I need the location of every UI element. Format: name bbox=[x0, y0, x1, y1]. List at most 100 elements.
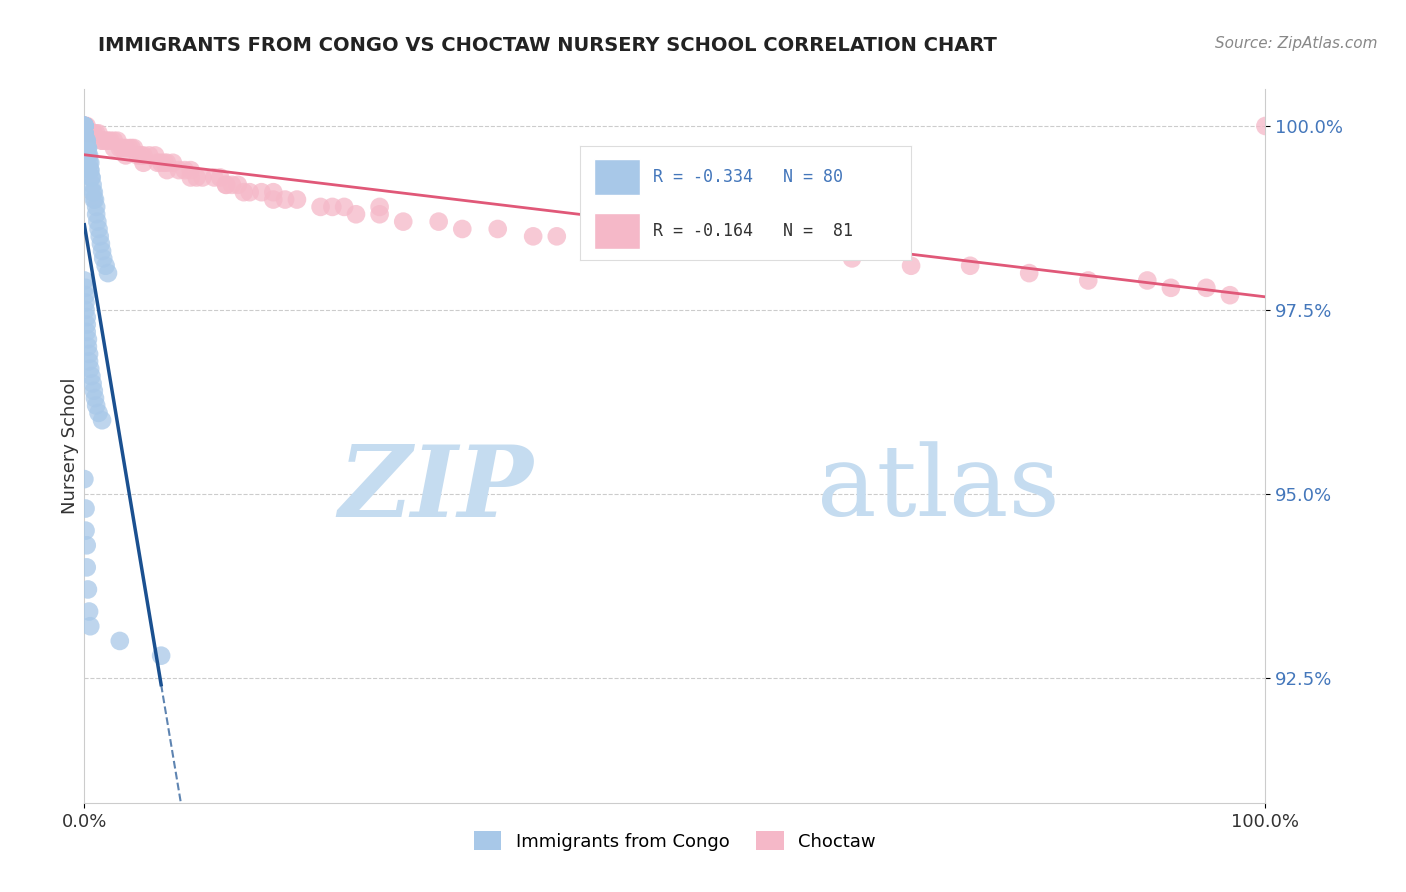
Point bbox=[162, 155, 184, 169]
Point bbox=[84, 391, 107, 405]
Point bbox=[150, 648, 173, 663]
Text: ZIP: ZIP bbox=[339, 441, 533, 537]
Point bbox=[77, 148, 100, 162]
Point bbox=[107, 134, 129, 148]
Point bbox=[73, 126, 96, 140]
Point bbox=[108, 141, 131, 155]
Point bbox=[180, 163, 202, 178]
Point bbox=[77, 340, 100, 354]
Point bbox=[75, 501, 97, 516]
Point bbox=[76, 134, 98, 148]
Point bbox=[75, 302, 97, 317]
Point bbox=[1254, 119, 1277, 133]
Point bbox=[84, 193, 107, 207]
Point bbox=[82, 178, 104, 192]
Point bbox=[1219, 288, 1241, 302]
Point bbox=[82, 185, 104, 199]
Point bbox=[77, 141, 100, 155]
Point bbox=[427, 214, 450, 228]
Point bbox=[91, 134, 114, 148]
Point bbox=[274, 193, 297, 207]
Point bbox=[77, 605, 100, 619]
Point bbox=[368, 200, 391, 214]
Point bbox=[191, 170, 214, 185]
Point bbox=[132, 148, 155, 162]
Point bbox=[1195, 281, 1218, 295]
Point bbox=[73, 126, 96, 140]
Point bbox=[156, 155, 179, 169]
Point bbox=[111, 141, 134, 155]
Point bbox=[723, 244, 745, 258]
Point bbox=[73, 126, 96, 140]
Point bbox=[309, 200, 332, 214]
Point bbox=[146, 155, 169, 169]
Point bbox=[79, 155, 101, 169]
Point bbox=[664, 236, 686, 251]
Point bbox=[84, 126, 107, 140]
Point bbox=[605, 236, 627, 251]
Point bbox=[77, 148, 100, 162]
Point bbox=[94, 134, 117, 148]
Point bbox=[156, 163, 179, 178]
Point bbox=[91, 134, 114, 148]
Point bbox=[73, 119, 96, 133]
Point bbox=[77, 347, 100, 361]
Point bbox=[87, 222, 110, 236]
Point bbox=[522, 229, 544, 244]
Point bbox=[77, 332, 100, 346]
Point bbox=[76, 538, 98, 552]
Text: Source: ZipAtlas.com: Source: ZipAtlas.com bbox=[1215, 36, 1378, 51]
Point bbox=[153, 155, 176, 169]
Point bbox=[114, 141, 136, 155]
Point bbox=[959, 259, 981, 273]
Point bbox=[841, 252, 863, 266]
Y-axis label: Nursery School: Nursery School bbox=[60, 377, 79, 515]
Point bbox=[79, 163, 101, 178]
Point bbox=[76, 134, 98, 148]
Point bbox=[91, 252, 114, 266]
Point bbox=[546, 229, 568, 244]
Point bbox=[76, 141, 98, 155]
Point bbox=[226, 178, 249, 192]
Point bbox=[285, 193, 308, 207]
Point bbox=[83, 185, 105, 199]
Point bbox=[221, 178, 243, 192]
Point bbox=[73, 119, 96, 133]
Point bbox=[75, 119, 97, 133]
Point bbox=[73, 472, 96, 486]
Point bbox=[239, 185, 262, 199]
Point bbox=[73, 119, 96, 133]
Point bbox=[89, 229, 111, 244]
Point bbox=[79, 619, 101, 633]
Point bbox=[1136, 273, 1159, 287]
Point bbox=[215, 178, 238, 192]
Point bbox=[232, 185, 254, 199]
Point bbox=[84, 200, 107, 214]
Point bbox=[132, 155, 155, 169]
Point bbox=[138, 148, 160, 162]
Point bbox=[73, 119, 96, 133]
Point bbox=[98, 134, 121, 148]
Point bbox=[80, 170, 103, 185]
Point bbox=[75, 295, 97, 310]
Point bbox=[76, 310, 98, 325]
Point bbox=[103, 134, 125, 148]
Point bbox=[173, 163, 195, 178]
Point bbox=[76, 325, 98, 339]
Point bbox=[97, 266, 120, 280]
Point bbox=[79, 126, 101, 140]
Point bbox=[83, 384, 105, 398]
Point bbox=[73, 134, 96, 148]
Point bbox=[80, 170, 103, 185]
Point bbox=[79, 361, 101, 376]
Point bbox=[73, 134, 96, 148]
Point bbox=[80, 369, 103, 384]
Point bbox=[77, 126, 100, 140]
Point bbox=[73, 119, 96, 133]
Point bbox=[451, 222, 474, 236]
Point bbox=[129, 148, 152, 162]
Point bbox=[103, 141, 125, 155]
Point bbox=[143, 148, 166, 162]
Point bbox=[73, 119, 96, 133]
Point bbox=[108, 634, 131, 648]
